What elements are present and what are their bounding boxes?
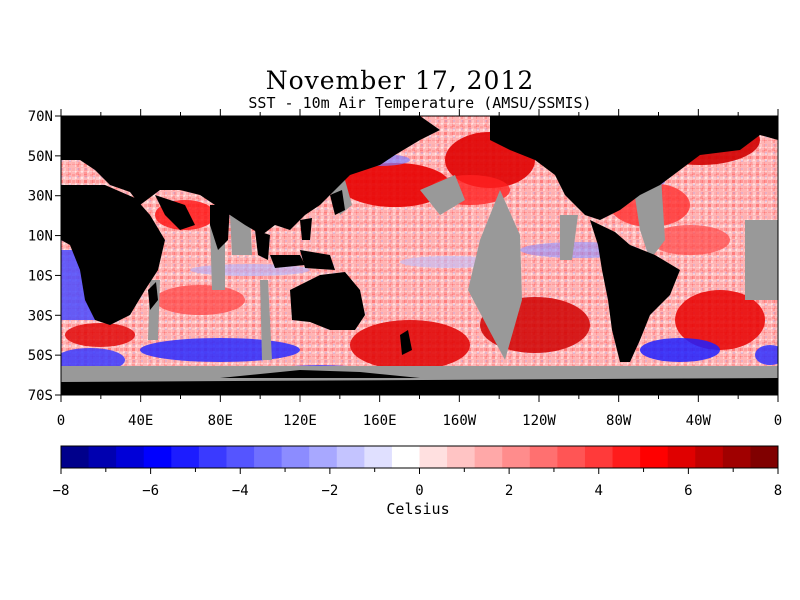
lon-tick-label: 80W (606, 413, 632, 429)
colorbar-swatch (171, 446, 200, 468)
colorbar-swatch (529, 446, 558, 468)
colorbar-tick-label: −8 (53, 483, 70, 499)
latitude-axis: 70N 50N 30N 10N 10S 30S 50S 70S (28, 109, 61, 404)
colorbar-ticks: −8 −6 −4 −2 0 2 4 6 8 (53, 468, 782, 499)
colorbar-swatch (557, 446, 586, 468)
lon-tick-label: 80E (208, 413, 233, 429)
colorbar-swatch (722, 446, 751, 468)
colorbar-swatch (309, 446, 338, 468)
colorbar (60, 445, 779, 469)
lon-tick-label: 120W (522, 413, 556, 429)
colorbar-tick-label: 8 (774, 483, 782, 499)
colorbar-swatch (474, 446, 503, 468)
colorbar-swatch (695, 446, 724, 468)
lon-tick-label: 40E (128, 413, 153, 429)
colorbar-swatch (502, 446, 531, 468)
colorbar-tick-label: −2 (321, 483, 338, 499)
colorbar-swatch (116, 446, 145, 468)
colorbar-swatch (391, 446, 420, 468)
longitude-axis: 0 40E 80E 120E 160E 160W 120W 80W 40W 0 (57, 109, 782, 429)
colorbar-swatch (254, 446, 283, 468)
colorbar-swatch (584, 446, 614, 468)
colorbar-swatch (447, 446, 476, 468)
colorbar-tick-label: −6 (142, 483, 159, 499)
land-masses (61, 116, 778, 395)
colorbar-swatch (612, 446, 641, 468)
lat-tick-label: 30S (28, 308, 53, 324)
colorbar-swatch (88, 446, 117, 468)
colorbar-swatch (143, 446, 172, 468)
lat-tick-label: 30N (28, 189, 53, 205)
colorbar-tick-label: 2 (505, 483, 513, 499)
colorbar-swatch (61, 446, 90, 468)
colorbar-tick-label: 4 (595, 483, 603, 499)
map-title: November 17, 2012 (265, 66, 535, 95)
colorbar-swatch (198, 446, 227, 468)
lat-tick-label: 10S (28, 268, 53, 284)
lat-tick-label: 10N (28, 229, 53, 245)
lon-tick-label: 120E (283, 413, 317, 429)
colorbar-swatch (226, 446, 255, 468)
lon-tick-label: 0 (57, 413, 65, 429)
lat-tick-label: 70N (28, 109, 53, 125)
colorbar-swatch (336, 446, 365, 468)
colorbar-swatch (750, 446, 779, 468)
lat-tick-label: 50N (28, 149, 53, 165)
lat-tick-label: 50S (28, 348, 53, 364)
colorbar-tick-label: 0 (415, 483, 423, 499)
lat-tick-label: 70S (28, 388, 53, 404)
colorbar-tick-label: 6 (684, 483, 692, 499)
lon-tick-label: 160W (442, 413, 476, 429)
colorbar-swatch (364, 446, 393, 468)
colorbar-swatch (640, 446, 669, 468)
colorbar-swatch (667, 446, 696, 468)
colorbar-swatch (419, 446, 448, 468)
lon-tick-label: 0 (774, 413, 782, 429)
map-subtitle: SST - 10m Air Temperature (AMSU/SSMIS) (248, 94, 592, 112)
lon-tick-label: 40W (686, 413, 712, 429)
colorbar-swatch (281, 446, 310, 468)
lon-tick-label: 160E (363, 413, 397, 429)
colorbar-tick-label: −4 (232, 483, 249, 499)
colorbar-unit-label: Celsius (386, 500, 450, 518)
